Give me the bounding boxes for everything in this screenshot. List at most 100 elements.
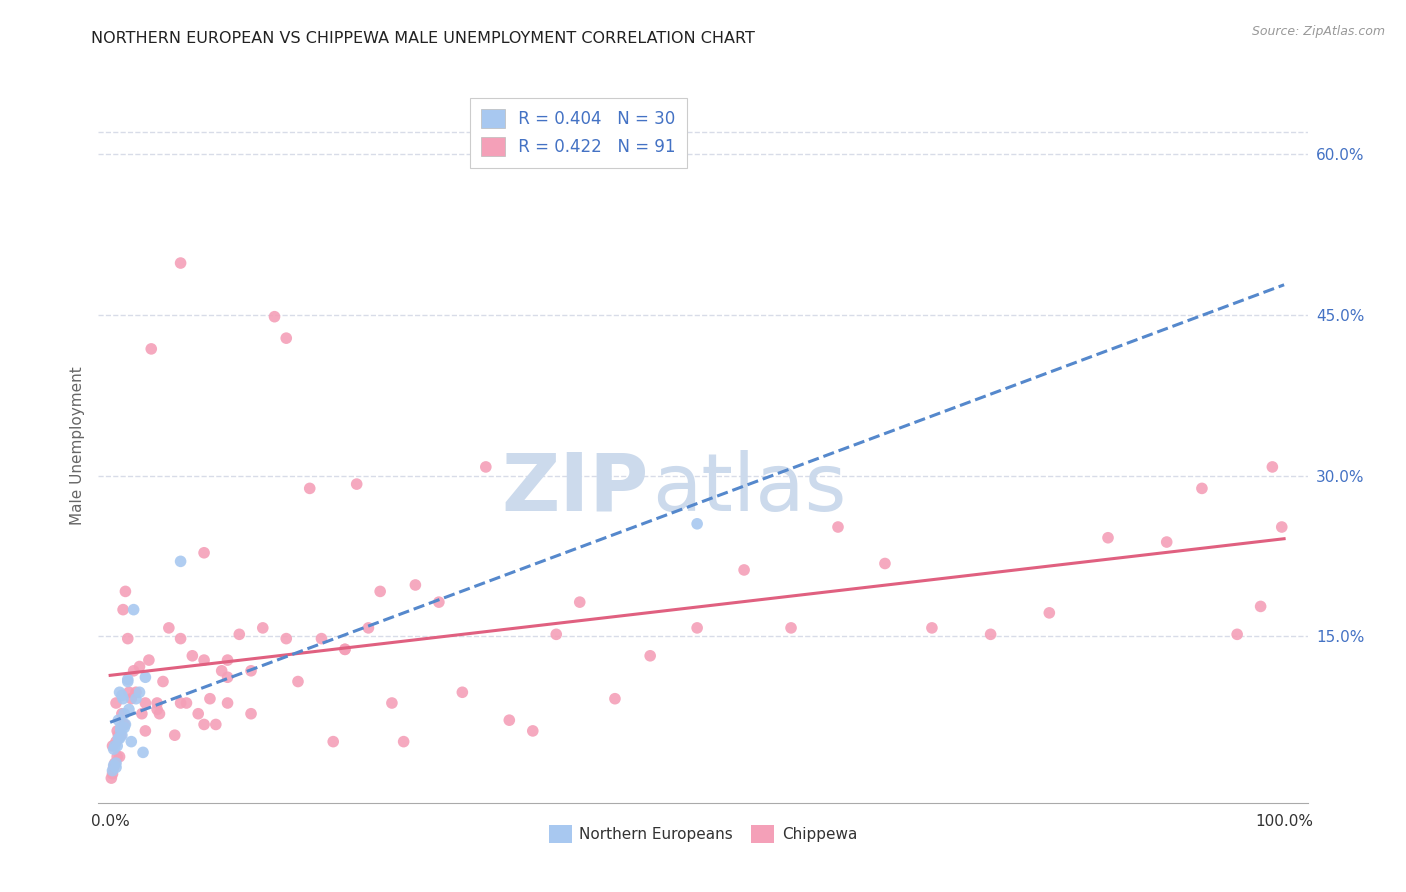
Point [193, 653, 215, 667]
Point [276, 331, 298, 345]
Text: ZIP: ZIP [502, 450, 648, 528]
Point [1226, 627, 1249, 641]
Point [104, 739, 127, 753]
Point [176, 696, 198, 710]
Point [120, 734, 142, 748]
Point [134, 670, 156, 684]
Point [163, 728, 186, 742]
Point [107, 713, 129, 727]
Point [357, 621, 380, 635]
Point [107, 731, 129, 746]
Point [120, 691, 142, 706]
Point [169, 554, 191, 568]
Point [105, 749, 128, 764]
Point [128, 659, 150, 673]
Point [111, 728, 134, 742]
Point [128, 685, 150, 699]
Point [100, 771, 122, 785]
Point [117, 673, 139, 687]
Point [118, 685, 141, 699]
Point [134, 696, 156, 710]
Point [157, 621, 180, 635]
Point [103, 742, 125, 756]
Point [522, 723, 544, 738]
Point [148, 706, 170, 721]
Point [117, 632, 139, 646]
Point [187, 706, 209, 721]
Point [276, 632, 298, 646]
Point [169, 696, 191, 710]
Point [603, 691, 626, 706]
Point [1038, 606, 1060, 620]
Point [181, 648, 204, 663]
Point [138, 653, 160, 667]
Point [733, 563, 755, 577]
Point [101, 767, 124, 781]
Point [114, 584, 136, 599]
Point [114, 717, 136, 731]
Point [873, 557, 896, 571]
Point [240, 706, 263, 721]
Point [1250, 599, 1272, 614]
Point [169, 632, 191, 646]
Point [686, 516, 709, 531]
Point [112, 691, 135, 706]
Point [112, 602, 135, 616]
Text: Source: ZipAtlas.com: Source: ZipAtlas.com [1251, 25, 1385, 38]
Point [252, 621, 274, 635]
Point [980, 627, 1002, 641]
Point [107, 728, 129, 742]
Point [1191, 482, 1213, 496]
Point [287, 674, 309, 689]
Point [780, 621, 803, 635]
Point [101, 739, 124, 753]
Point [346, 477, 368, 491]
Point [198, 691, 221, 706]
Point [111, 689, 134, 703]
Point [146, 696, 169, 710]
Text: atlas: atlas [652, 450, 846, 528]
Point [112, 717, 135, 731]
Point [105, 760, 128, 774]
Point [103, 760, 125, 774]
Point [546, 627, 568, 641]
Point [311, 632, 333, 646]
Point [108, 685, 131, 699]
Legend: Northern Europeans, Chippewa: Northern Europeans, Chippewa [543, 819, 863, 848]
Point [112, 721, 135, 735]
Point [827, 520, 849, 534]
Point [112, 706, 135, 721]
Point [381, 696, 404, 710]
Point [104, 756, 127, 770]
Point [568, 595, 591, 609]
Point [110, 721, 132, 735]
Point [105, 723, 128, 738]
Point [110, 723, 132, 738]
Point [105, 696, 128, 710]
Point [368, 584, 391, 599]
Point [103, 758, 125, 772]
Point [392, 734, 415, 748]
Point [108, 749, 131, 764]
Point [1261, 459, 1284, 474]
Point [322, 734, 344, 748]
Point [298, 482, 321, 496]
Point [1097, 531, 1119, 545]
Point [134, 723, 156, 738]
Point [204, 717, 226, 731]
Point [122, 664, 145, 678]
Point [125, 685, 148, 699]
Point [921, 621, 943, 635]
Point [152, 674, 174, 689]
Point [217, 670, 239, 684]
Point [105, 739, 128, 753]
Point [333, 642, 356, 657]
Point [404, 578, 426, 592]
Point [498, 713, 520, 727]
Point [451, 685, 474, 699]
Point [638, 648, 661, 663]
Point [333, 642, 356, 657]
Point [118, 702, 141, 716]
Point [125, 691, 148, 706]
Point [1271, 520, 1294, 534]
